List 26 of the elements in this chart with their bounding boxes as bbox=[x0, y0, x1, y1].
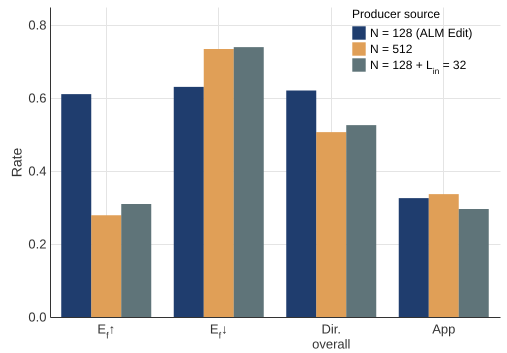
bar bbox=[316, 132, 346, 317]
y-tick-label: 0.6 bbox=[28, 90, 46, 106]
bar bbox=[174, 86, 204, 317]
bar bbox=[346, 125, 376, 317]
x-tick-label: E$_{f}$↑ bbox=[97, 322, 116, 340]
y-tick-label: 0.4 bbox=[28, 164, 46, 179]
bar bbox=[234, 47, 264, 317]
legend-label: N = 128 + L$_{in}$ = 32 bbox=[370, 58, 467, 76]
x-tick-label: Dir. overall bbox=[312, 322, 351, 352]
bar bbox=[91, 215, 122, 317]
bar bbox=[458, 209, 489, 317]
y-tick-label: 0.2 bbox=[28, 236, 46, 252]
legend-label: N = 512 bbox=[370, 42, 413, 56]
x-tick-label: App bbox=[432, 322, 456, 336]
y-tick-label: 0.8 bbox=[28, 18, 46, 33]
bar bbox=[61, 94, 92, 317]
legend-label: N = 128 (ALM Edit) bbox=[370, 26, 472, 40]
x-tick-label: E$_{f}$↓ bbox=[210, 322, 228, 340]
bar bbox=[286, 90, 316, 317]
y-axis-title: Rate bbox=[8, 148, 24, 178]
bar bbox=[428, 194, 459, 317]
bar bbox=[121, 204, 152, 317]
bar bbox=[398, 198, 429, 317]
legend-title: Producer source bbox=[352, 7, 440, 21]
bar bbox=[204, 48, 234, 317]
y-tick-label: 0.0 bbox=[28, 310, 46, 324]
